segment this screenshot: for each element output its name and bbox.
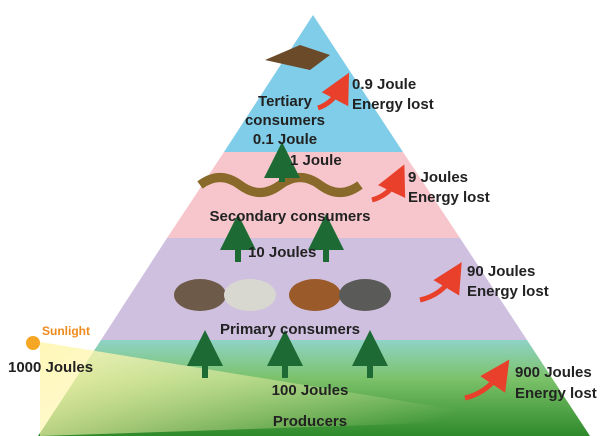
sun	[26, 336, 40, 350]
level-name: Primary consumers	[220, 321, 360, 338]
loss-label: 0.9 Joule	[352, 76, 416, 93]
level-name: consumers	[245, 112, 325, 129]
loss-label: Energy lost	[408, 189, 490, 206]
loss-label: 900 Joules	[515, 364, 592, 381]
rabbit	[339, 279, 391, 311]
energy-label: 1 Joule	[290, 152, 342, 169]
energy-pyramid: Tertiary consumers 0.1 Joule 0.9 Joule E…	[0, 0, 609, 436]
rabbit	[289, 279, 341, 311]
level-name: Secondary consumers	[210, 208, 371, 225]
layers	[38, 15, 590, 436]
energy-label: 0.1 Joule	[253, 131, 317, 148]
sunlight-label: Sunlight	[42, 324, 90, 338]
loss-label: 9 Joules	[408, 169, 468, 186]
loss-label: Energy lost	[467, 283, 549, 300]
loss-label: Energy lost	[352, 96, 434, 113]
rabbit	[174, 279, 226, 311]
sunlight-energy: 1000 Joules	[8, 359, 93, 376]
loss-label: Energy lost	[515, 385, 597, 402]
rabbit	[224, 279, 276, 311]
loss-label: 90 Joules	[467, 263, 535, 280]
energy-label: 10 Joules	[248, 244, 316, 261]
level-name: Tertiary	[258, 93, 313, 110]
energy-label: 100 Joules	[272, 382, 349, 399]
level-name: Producers	[273, 413, 347, 430]
